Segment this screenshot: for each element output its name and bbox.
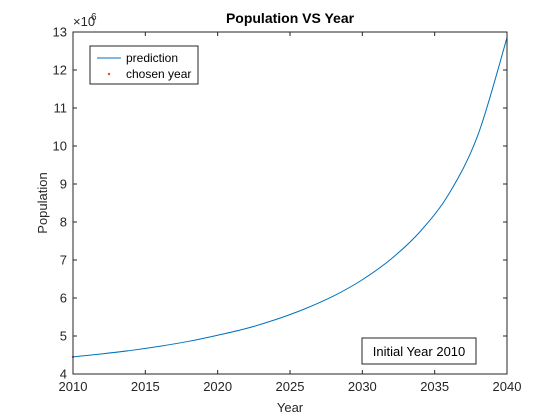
x-tick-label: 2035 [420,379,449,394]
x-tick-label: 2015 [131,379,160,394]
legend-chosen-year-swatch [108,73,110,75]
y-tick-label: 11 [54,101,68,116]
chart-title: Population VS Year [226,10,355,26]
legend: prediction chosen year [90,46,198,84]
y-tick-label: 12 [53,63,67,78]
y-tick-label: 13 [53,25,67,40]
legend-prediction-label: prediction [126,51,178,65]
y-exponent-power: 6 [91,12,97,23]
x-tick-label: 2025 [276,379,305,394]
y-tick-label: 7 [60,253,67,268]
annotation-text: Initial Year 2010 [373,344,466,359]
y-tick-label: 9 [60,177,67,192]
y-tick-label: 5 [60,329,67,344]
y-tick-label: 10 [53,139,67,154]
x-tick-label: 2040 [493,379,522,394]
x-tick-label: 2030 [348,379,377,394]
annotation-box: Initial Year 2010 [362,338,476,364]
y-exponent-label: ×10 6 [73,12,97,29]
x-axis-label: Year [277,400,304,415]
x-tick-label: 2020 [203,379,232,394]
y-tick-label: 6 [60,291,67,306]
y-tick-label: 4 [60,367,67,382]
y-tick-label: 8 [60,215,67,230]
legend-chosen-year-label: chosen year [126,67,191,81]
y-axis-label: Population [35,172,50,233]
